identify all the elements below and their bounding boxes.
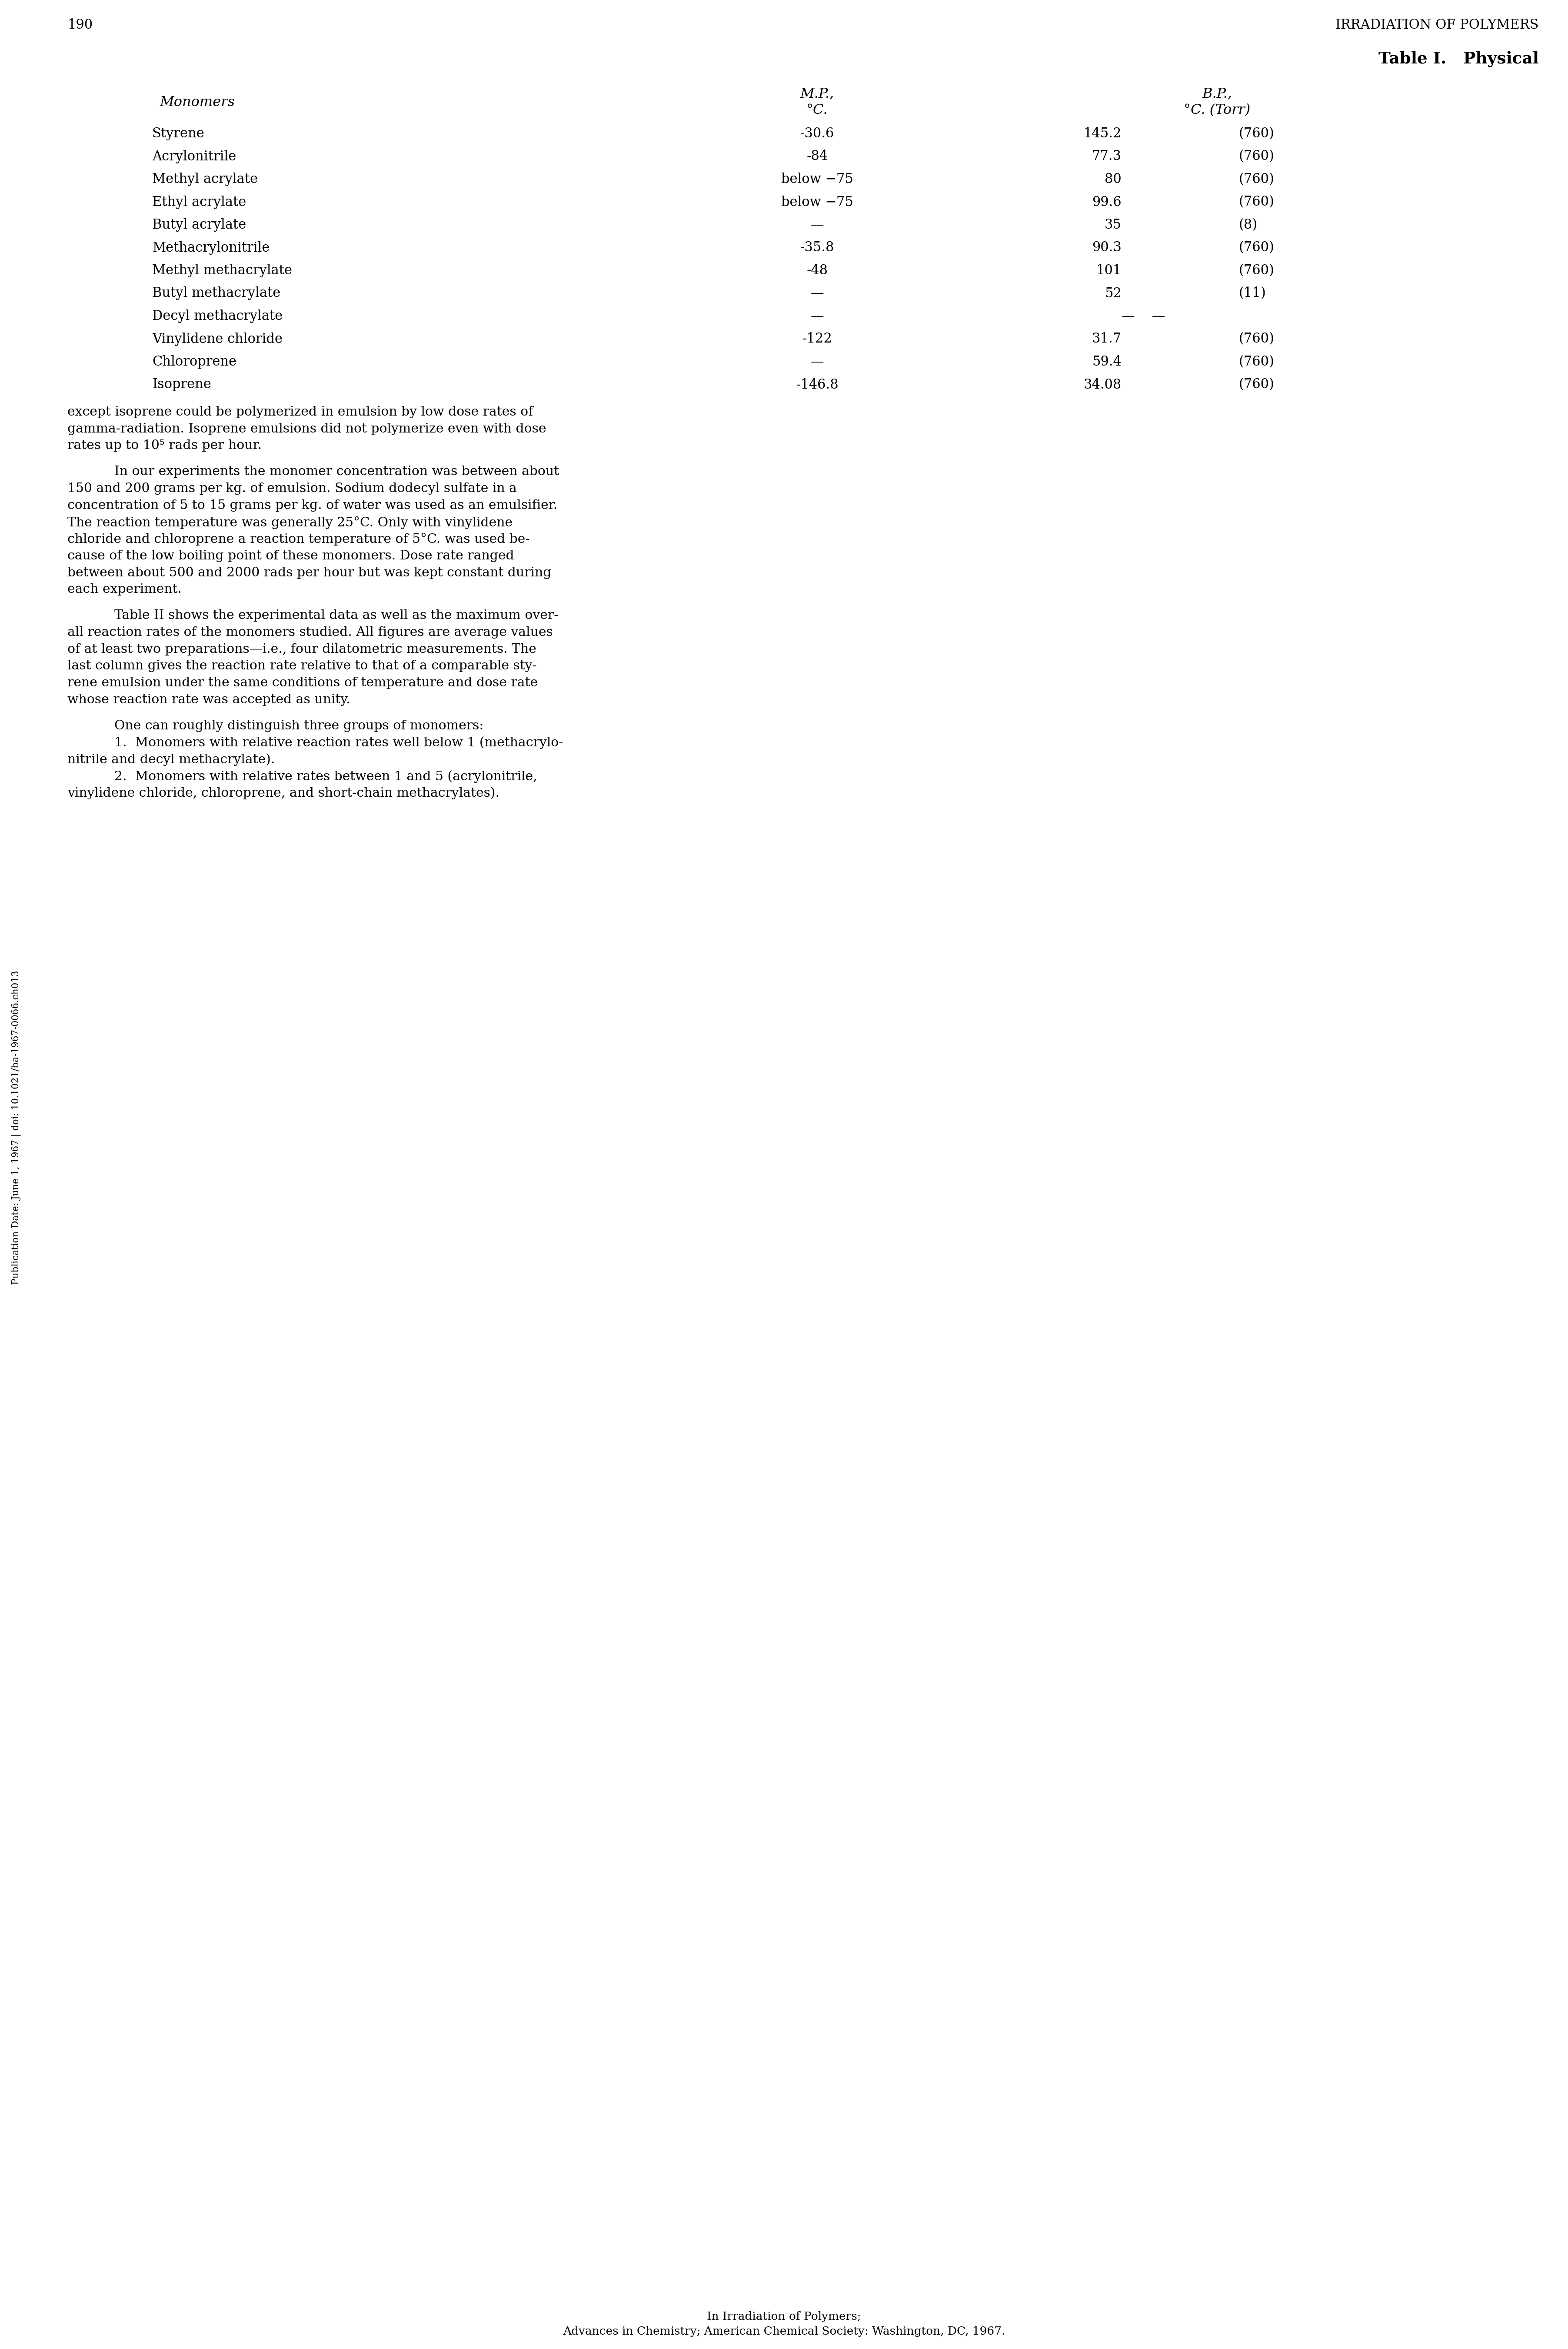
Text: (760): (760) bbox=[1239, 263, 1275, 277]
Text: below −75: below −75 bbox=[781, 195, 853, 209]
Text: Butyl methacrylate: Butyl methacrylate bbox=[152, 287, 281, 301]
Text: vinylidene chloride, chloroprene, and short-chain methacrylates).: vinylidene chloride, chloroprene, and sh… bbox=[67, 787, 500, 799]
Text: 2.  Monomers with relative rates between 1 and 5 (acrylonitrile,: 2. Monomers with relative rates between … bbox=[114, 770, 538, 782]
Text: —: — bbox=[811, 355, 823, 369]
Text: °C.: °C. bbox=[806, 103, 828, 117]
Text: M.P.,: M.P., bbox=[800, 87, 834, 101]
Text: 77.3: 77.3 bbox=[1091, 150, 1121, 162]
Text: 1.  Monomers with relative reaction rates well below 1 (methacrylo-: 1. Monomers with relative reaction rates… bbox=[114, 738, 563, 749]
Text: rates up to 10⁵ rads per hour.: rates up to 10⁵ rads per hour. bbox=[67, 439, 262, 451]
Text: 31.7: 31.7 bbox=[1091, 331, 1121, 345]
Text: gamma-radiation. Isoprene emulsions did not polymerize even with dose: gamma-radiation. Isoprene emulsions did … bbox=[67, 423, 546, 435]
Text: (8): (8) bbox=[1239, 218, 1258, 233]
Text: IRRADIATION OF POLYMERS: IRRADIATION OF POLYMERS bbox=[1336, 19, 1538, 33]
Text: 52: 52 bbox=[1104, 287, 1121, 301]
Text: (760): (760) bbox=[1239, 171, 1275, 186]
Text: Table II shows the experimental data as well as the maximum over-: Table II shows the experimental data as … bbox=[114, 608, 558, 622]
Text: In our experiments the monomer concentration was between about: In our experiments the monomer concentra… bbox=[114, 465, 560, 477]
Text: all reaction rates of the monomers studied. All figures are average values: all reaction rates of the monomers studi… bbox=[67, 627, 554, 639]
Text: Acrylonitrile: Acrylonitrile bbox=[152, 150, 237, 162]
Text: Methacrylonitrile: Methacrylonitrile bbox=[152, 242, 270, 254]
Text: —: — bbox=[811, 287, 823, 301]
Text: chloride and chloroprene a reaction temperature of 5°C. was used be-: chloride and chloroprene a reaction temp… bbox=[67, 533, 530, 545]
Text: The reaction temperature was generally 25°C. Only with vinylidene: The reaction temperature was generally 2… bbox=[67, 517, 513, 529]
Text: Methyl methacrylate: Methyl methacrylate bbox=[152, 263, 292, 277]
Text: One can roughly distinguish three groups of monomers:: One can roughly distinguish three groups… bbox=[114, 719, 483, 733]
Text: —    —: — — bbox=[1121, 310, 1165, 322]
Text: Butyl acrylate: Butyl acrylate bbox=[152, 218, 246, 233]
Text: below −75: below −75 bbox=[781, 171, 853, 186]
Text: —: — bbox=[811, 218, 823, 233]
Text: last column gives the reaction rate relative to that of a comparable sty-: last column gives the reaction rate rela… bbox=[67, 660, 536, 672]
Text: 80: 80 bbox=[1105, 171, 1121, 186]
Text: 59.4: 59.4 bbox=[1091, 355, 1121, 369]
Text: (760): (760) bbox=[1239, 331, 1275, 345]
Text: between about 500 and 2000 rads per hour but was kept constant during: between about 500 and 2000 rads per hour… bbox=[67, 566, 552, 578]
Text: 145.2: 145.2 bbox=[1083, 127, 1121, 141]
Text: Methyl acrylate: Methyl acrylate bbox=[152, 171, 257, 186]
Text: cause of the low boiling point of these monomers. Dose rate ranged: cause of the low boiling point of these … bbox=[67, 550, 514, 561]
Text: whose reaction rate was accepted as unity.: whose reaction rate was accepted as unit… bbox=[67, 693, 350, 705]
Text: -122: -122 bbox=[803, 331, 833, 345]
Text: 99.6: 99.6 bbox=[1093, 195, 1121, 209]
Text: rene emulsion under the same conditions of temperature and dose rate: rene emulsion under the same conditions … bbox=[67, 677, 538, 688]
Text: (11): (11) bbox=[1239, 287, 1267, 301]
Text: Styrene: Styrene bbox=[152, 127, 205, 141]
Text: (760): (760) bbox=[1239, 150, 1275, 162]
Text: -30.6: -30.6 bbox=[800, 127, 834, 141]
Text: -146.8: -146.8 bbox=[797, 378, 839, 392]
Text: 190: 190 bbox=[67, 19, 93, 33]
Text: Chloroprene: Chloroprene bbox=[152, 355, 237, 369]
Text: Decyl methacrylate: Decyl methacrylate bbox=[152, 310, 282, 322]
Text: -48: -48 bbox=[806, 263, 828, 277]
Text: (760): (760) bbox=[1239, 127, 1275, 141]
Text: of at least two preparations—i.e., four dilatometric measurements. The: of at least two preparations—i.e., four … bbox=[67, 644, 536, 655]
Text: Publication Date: June 1, 1967 | doi: 10.1021/ba-1967-0066.ch013: Publication Date: June 1, 1967 | doi: 10… bbox=[11, 970, 20, 1285]
Text: Isoprene: Isoprene bbox=[152, 378, 212, 392]
Text: (760): (760) bbox=[1239, 195, 1275, 209]
Text: concentration of 5 to 15 grams per kg. of water was used as an emulsifier.: concentration of 5 to 15 grams per kg. o… bbox=[67, 500, 558, 512]
Text: —: — bbox=[811, 310, 823, 322]
Text: Vinylidene chloride: Vinylidene chloride bbox=[152, 331, 282, 345]
Text: 34.08: 34.08 bbox=[1083, 378, 1121, 392]
Text: 150 and 200 grams per kg. of emulsion. Sodium dodecyl sulfate in a: 150 and 200 grams per kg. of emulsion. S… bbox=[67, 482, 517, 496]
Text: each experiment.: each experiment. bbox=[67, 583, 182, 597]
Text: Advances in Chemistry; American Chemical Society: Washington, DC, 1967.: Advances in Chemistry; American Chemical… bbox=[563, 2326, 1005, 2337]
Text: Table I.   Physical: Table I. Physical bbox=[1378, 52, 1538, 68]
Text: Monomers: Monomers bbox=[160, 96, 235, 108]
Text: (760): (760) bbox=[1239, 378, 1275, 392]
Text: 101: 101 bbox=[1096, 263, 1121, 277]
Text: In Irradiation of Polymers;: In Irradiation of Polymers; bbox=[707, 2311, 861, 2323]
Text: 90.3: 90.3 bbox=[1091, 242, 1121, 254]
Text: -84: -84 bbox=[806, 150, 828, 162]
Text: B.P.,: B.P., bbox=[1203, 87, 1232, 101]
Text: °C. (Torr): °C. (Torr) bbox=[1184, 103, 1251, 117]
Text: -35.8: -35.8 bbox=[800, 242, 834, 254]
Text: Ethyl acrylate: Ethyl acrylate bbox=[152, 195, 246, 209]
Text: nitrile and decyl methacrylate).: nitrile and decyl methacrylate). bbox=[67, 754, 274, 766]
Text: (760): (760) bbox=[1239, 355, 1275, 369]
Text: except isoprene could be polymerized in emulsion by low dose rates of: except isoprene could be polymerized in … bbox=[67, 406, 533, 418]
Text: (760): (760) bbox=[1239, 242, 1275, 254]
Text: 35: 35 bbox=[1104, 218, 1121, 233]
